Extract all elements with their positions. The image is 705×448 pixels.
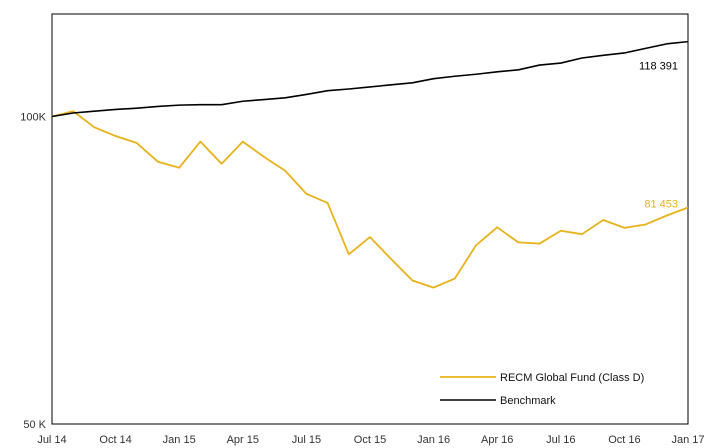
y-tick-label: 50 K: [23, 419, 46, 431]
legend-label: Benchmark: [500, 395, 556, 407]
plot-border: [51, 13, 689, 425]
legend: RECM Global Fund (Class D) Benchmark: [440, 372, 644, 407]
series-line-benchmark: [51, 40, 689, 118]
x-tick-label: Oct 16: [608, 434, 640, 446]
series-layer: [51, 40, 689, 289]
end-label-benchmark: 118 391: [639, 61, 678, 73]
x-tick-label: Jan 17: [671, 434, 704, 446]
x-tick-label: Oct 15: [354, 434, 386, 446]
x-tick-label: Apr 15: [227, 434, 259, 446]
plot-frame: [51, 13, 689, 425]
x-tick-label: Apr 16: [481, 434, 513, 446]
x-tick-label: Jul 14: [37, 434, 66, 446]
legend-label: RECM Global Fund (Class D): [500, 372, 644, 384]
y-axis-ticks: 100K 50 K: [20, 112, 46, 431]
x-tick-label: Jan 15: [163, 434, 196, 446]
end-label-recm-fund: 81 453: [644, 199, 678, 211]
x-tick-label: Jul 15: [292, 434, 321, 446]
x-tick-label: Jul 16: [546, 434, 575, 446]
end-labels: 81 453 118 391: [639, 61, 678, 211]
x-axis-ticks: Jul 14 Oct 14 Jan 15 Apr 15 Jul 15 Oct 15 Jan …: [37, 434, 704, 446]
y-tick-label: 100K: [20, 112, 46, 124]
x-tick-label: Jan 16: [417, 434, 450, 446]
series-line-recm-fund: [51, 110, 689, 289]
x-tick-label: Oct 14: [99, 434, 131, 446]
